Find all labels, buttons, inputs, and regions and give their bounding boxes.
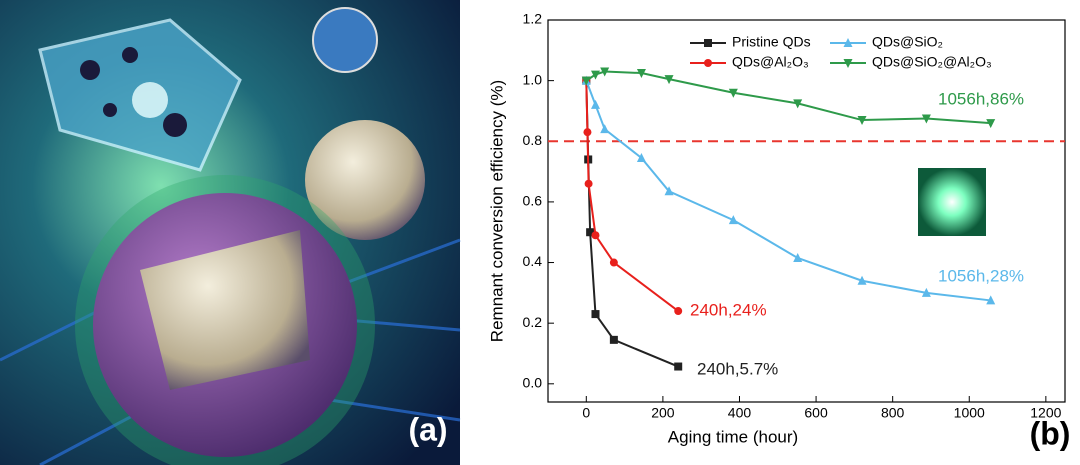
- y-tick-label: 1.2: [523, 11, 543, 27]
- series-line: [585, 70, 991, 125]
- point: [583, 128, 592, 137]
- series-line: [585, 80, 679, 368]
- point: [636, 152, 646, 162]
- panel-label: (b): [1030, 415, 1071, 451]
- annotation: 240h,5.7%: [697, 359, 778, 378]
- point: [600, 67, 610, 77]
- legend-marker: [704, 59, 712, 67]
- point: [793, 99, 803, 109]
- illustration: [0, 0, 461, 465]
- y-tick-label: 0.6: [523, 193, 543, 209]
- point: [857, 275, 867, 285]
- y-tick-label: 0.4: [523, 253, 543, 269]
- point: [921, 287, 931, 297]
- y-tick-label: 1.0: [523, 71, 543, 87]
- annotation: 1056h,28%: [938, 266, 1024, 285]
- inset-photo: [918, 168, 986, 236]
- point: [664, 186, 674, 196]
- point: [584, 179, 593, 188]
- legend-label: Pristine QDs: [732, 34, 811, 50]
- point: [590, 99, 600, 109]
- x-tick-label: 1000: [954, 405, 985, 421]
- x-tick-label: 800: [881, 405, 905, 421]
- legend-label: QDs@SiO₂@Al₂O₃: [872, 54, 992, 70]
- point: [590, 70, 600, 80]
- point: [609, 335, 618, 344]
- legend-marker: [843, 59, 853, 68]
- annotation: 240h,24%: [690, 300, 767, 319]
- y-tick-label: 0.2: [523, 314, 543, 330]
- point: [793, 252, 803, 262]
- panel-label: (a): [408, 411, 447, 447]
- point: [591, 310, 600, 319]
- y-tick-label: 0.8: [523, 132, 543, 148]
- annotation: 1056h,86%: [938, 89, 1024, 108]
- plot-frame: [547, 19, 1066, 403]
- point: [674, 362, 683, 371]
- point: [986, 295, 996, 305]
- point: [674, 307, 683, 316]
- point: [986, 119, 996, 129]
- point: [591, 231, 600, 240]
- y-axis-label: Remnant conversion efficiency (%): [487, 80, 506, 342]
- x-tick-label: 600: [804, 405, 828, 421]
- x-tick-label: 400: [728, 405, 752, 421]
- point: [581, 76, 591, 86]
- point: [609, 258, 618, 267]
- x-tick-label: 200: [651, 405, 675, 421]
- series-line: [585, 80, 991, 302]
- y-tick-label: 0.0: [523, 375, 543, 391]
- point: [586, 228, 595, 237]
- legend-label: QDs@SiO₂: [872, 34, 943, 50]
- legend-label: QDs@Al₂O₃: [732, 54, 809, 70]
- point: [728, 215, 738, 225]
- point: [921, 114, 931, 124]
- point: [636, 69, 646, 79]
- x-axis-label: Aging time (hour): [668, 427, 798, 446]
- point: [600, 124, 610, 134]
- point: [857, 116, 867, 126]
- x-tick-label: 1200: [1030, 405, 1061, 421]
- point: [728, 88, 738, 98]
- legend-marker: [843, 38, 853, 47]
- legend-marker: [704, 39, 712, 47]
- x-tick-label: 0: [582, 405, 590, 421]
- point: [664, 75, 674, 85]
- series-line: [585, 80, 679, 312]
